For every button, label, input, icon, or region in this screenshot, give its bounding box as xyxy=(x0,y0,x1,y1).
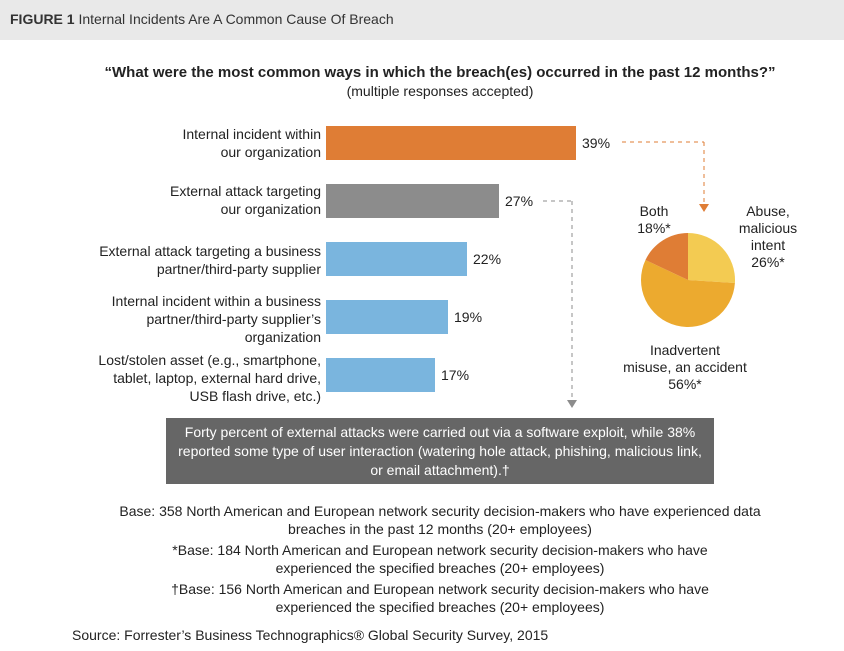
bar-category-line: partner/third-party supplier xyxy=(156,261,321,277)
base-note-line: Base: 358 North American and European ne… xyxy=(119,503,761,519)
bar-category-line: USB flash drive, etc.) xyxy=(189,388,322,404)
figure-label: FIGURE 1 xyxy=(10,11,75,27)
bar-value-label: 27% xyxy=(505,193,534,209)
figure-title-text: Internal Incidents Are A Common Cause Of… xyxy=(78,11,394,27)
bar-value-label: 17% xyxy=(441,367,470,383)
bar-lost-stolen-asset xyxy=(326,358,435,392)
bar-category-label-2: External attack targeting a business par… xyxy=(1,242,321,278)
bar-external-attack-partner xyxy=(326,242,467,276)
base-note-2: *Base: 184 North American and European n… xyxy=(0,541,844,577)
pie-slice-1 xyxy=(641,259,735,328)
pie-label-line: malicious xyxy=(738,220,798,236)
pie-label-line: 18%* xyxy=(637,220,671,236)
bar-value-label: 39% xyxy=(582,135,611,151)
base-note-1: Base: 358 North American and European ne… xyxy=(0,502,844,538)
bar-value-label: 19% xyxy=(454,309,483,325)
bar-category-line: Internal incident within a business xyxy=(111,293,321,309)
bar-category-line: our organization xyxy=(220,201,321,217)
bar-category-label-1: External attack targeting our organizati… xyxy=(1,182,321,218)
pie-slice-2 xyxy=(645,233,688,280)
pie-slice-0 xyxy=(688,233,735,283)
survey-subquestion: (multiple responses accepted) xyxy=(346,83,534,99)
bar-external-attack xyxy=(326,184,499,218)
base-note-line: experienced the specified breaches (20+ … xyxy=(275,599,605,615)
connector-to-pie-arrow xyxy=(699,204,709,212)
source-note: Source: Forrester’s Business Technograph… xyxy=(72,627,549,643)
base-note-line: *Base: 184 North American and European n… xyxy=(172,542,708,558)
pie-label-line: intent xyxy=(750,237,786,253)
bar-category-line: External attack targeting a business xyxy=(99,243,321,259)
bar-category-line: our organization xyxy=(220,144,321,160)
bar-category-line: Lost/stolen asset (e.g., smartphone, xyxy=(98,352,321,368)
bar-category-line: tablet, laptop, external hard drive, xyxy=(113,370,321,386)
bar-category-line: partner/third-party supplier’s xyxy=(146,311,321,327)
survey-question: “What were the most common ways in which… xyxy=(104,64,776,81)
pie-chart xyxy=(641,233,735,328)
figure-title: FIGURE 1 Internal Incidents Are A Common… xyxy=(10,11,394,27)
pie-label-line: 56%* xyxy=(668,376,702,392)
pie-label-abuse: Abuse, malicious intent 26%* xyxy=(722,203,814,271)
bar-category-label-0: Internal incident within our organizatio… xyxy=(1,125,321,161)
figure-header: FIGURE 1 Internal Incidents Are A Common… xyxy=(0,0,844,40)
pie-label-both: Both 18%* xyxy=(621,203,687,237)
bar-category-line: organization xyxy=(244,329,321,345)
bar-category-label-4: Lost/stolen asset (e.g., smartphone, tab… xyxy=(1,351,321,405)
dashed-connectors xyxy=(543,141,709,408)
base-note-line: experienced the specified breaches (20+ … xyxy=(275,560,605,576)
pie-label-line: 26%* xyxy=(751,254,785,270)
base-note-line: breaches in the past 12 months (20+ empl… xyxy=(288,521,592,537)
bar-internal-incident xyxy=(326,126,576,160)
base-note-line: †Base: 156 North American and European n… xyxy=(171,581,709,597)
pie-label-inadvertent: Inadvertent misuse, an accident 56%* xyxy=(605,342,765,393)
bar-internal-incident-partner xyxy=(326,300,448,334)
connector-to-callout-arrow xyxy=(567,400,577,408)
bar-category-line: External attack targeting xyxy=(170,183,321,199)
pie-label-line: misuse, an accident xyxy=(623,359,747,375)
base-note-3: †Base: 156 North American and European n… xyxy=(0,580,844,616)
bar-value-label: 22% xyxy=(473,251,502,267)
pie-label-line: Both xyxy=(639,203,669,219)
callout-box: Forty percent of external attacks were c… xyxy=(166,418,714,484)
pie-label-line: Abuse, xyxy=(746,203,790,219)
callout-text: Forty percent of external attacks were c… xyxy=(178,423,702,478)
pie-label-line: Inadvertent xyxy=(649,342,721,358)
bar-category-label-3: Internal incident within a business part… xyxy=(1,292,321,346)
bar-category-line: Internal incident within xyxy=(182,126,321,142)
